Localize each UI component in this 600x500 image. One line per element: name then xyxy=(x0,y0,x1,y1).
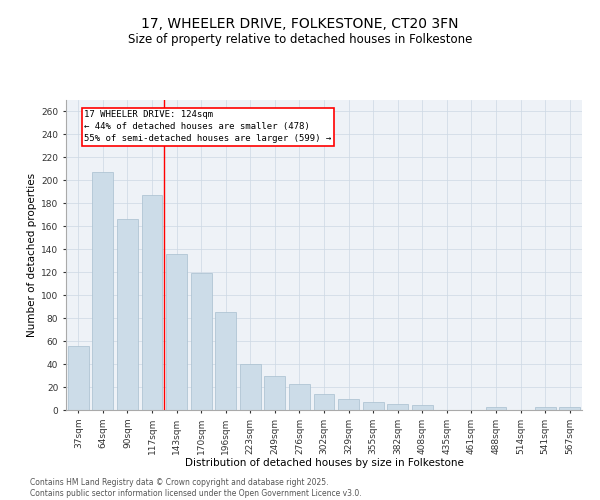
Bar xyxy=(362,402,383,410)
Bar xyxy=(240,364,261,410)
Bar xyxy=(559,406,580,410)
Bar xyxy=(117,220,138,410)
Bar xyxy=(535,406,556,410)
Text: Size of property relative to detached houses in Folkestone: Size of property relative to detached ho… xyxy=(128,32,472,46)
Bar xyxy=(265,376,286,410)
Bar xyxy=(314,394,334,410)
Bar xyxy=(412,406,433,410)
Bar xyxy=(485,406,506,410)
Text: 17 WHEELER DRIVE: 124sqm
← 44% of detached houses are smaller (478)
55% of semi-: 17 WHEELER DRIVE: 124sqm ← 44% of detach… xyxy=(85,110,332,143)
Bar xyxy=(289,384,310,410)
Bar xyxy=(166,254,187,410)
Bar xyxy=(68,346,89,410)
Bar xyxy=(215,312,236,410)
Bar xyxy=(142,196,163,410)
Bar xyxy=(191,274,212,410)
Bar xyxy=(338,398,359,410)
Bar xyxy=(92,172,113,410)
Text: 17, WHEELER DRIVE, FOLKESTONE, CT20 3FN: 17, WHEELER DRIVE, FOLKESTONE, CT20 3FN xyxy=(141,18,459,32)
Text: Contains HM Land Registry data © Crown copyright and database right 2025.
Contai: Contains HM Land Registry data © Crown c… xyxy=(30,478,362,498)
Y-axis label: Number of detached properties: Number of detached properties xyxy=(27,173,37,337)
Bar xyxy=(387,404,408,410)
X-axis label: Distribution of detached houses by size in Folkestone: Distribution of detached houses by size … xyxy=(185,458,463,468)
